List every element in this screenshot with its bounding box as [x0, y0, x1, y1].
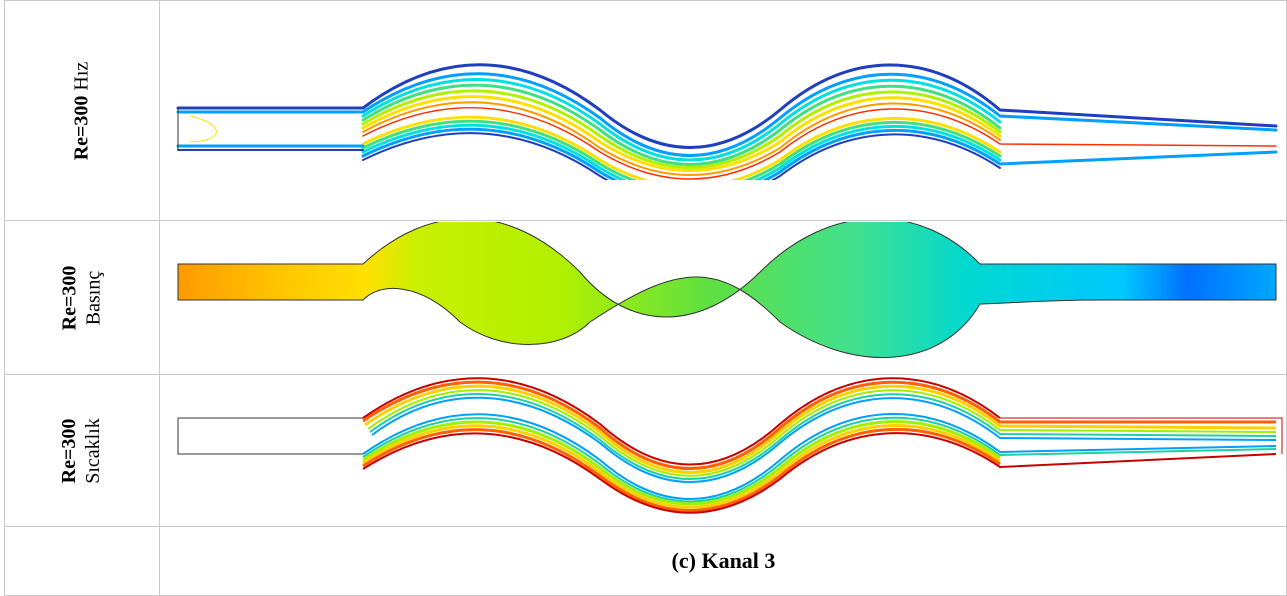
re-label: Re=300 — [69, 95, 92, 160]
velocity-contour-line — [361, 119, 1002, 180]
velocity-contour-line — [361, 115, 1002, 180]
re-label: Re=300 — [57, 418, 80, 483]
temperature-contour-line — [371, 396, 1277, 483]
temperature-contour-line — [362, 412, 1277, 500]
pressure-contour-plot — [177, 222, 1277, 358]
field-label: Sıcaklık — [81, 417, 104, 484]
velocity-contour-line — [361, 89, 1002, 169]
velocity-contour-line — [361, 77, 1002, 162]
velocity-contour-line — [361, 83, 1002, 166]
velocity-contour-line — [176, 127, 1278, 180]
temperature-contour-line — [364, 384, 1277, 474]
temperature-contour-line — [367, 389, 1277, 477]
figure-caption: (c) Kanal 3 — [160, 527, 1287, 595]
field-label: Hız — [69, 61, 92, 91]
temperature-contour-line — [362, 424, 1001, 509]
temperature-contour-plot — [177, 377, 1283, 514]
pressure-field-channel — [177, 222, 1277, 358]
inlet-contour — [189, 115, 217, 143]
velocity-contour-line — [361, 123, 1002, 180]
table-border-left — [4, 0, 5, 596]
velocity-contour-line — [176, 72, 1278, 157]
row-divider — [4, 220, 1287, 221]
channel-outline — [177, 417, 363, 455]
temperature-contour-line — [362, 432, 1277, 514]
velocity-contour-plot — [176, 63, 1278, 180]
temperature-contour-line — [362, 377, 1001, 466]
row-label-pressure: Re=300 Basınç — [4, 221, 158, 374]
row-divider — [4, 526, 1287, 527]
channel-outline — [1000, 417, 1283, 454]
velocity-contour-line — [361, 95, 1002, 172]
field-label: Basınç — [82, 270, 104, 325]
table-border-top — [4, 0, 1287, 1]
row-label-temperature: Re=300 Sıcaklık — [4, 375, 158, 526]
velocity-contour-line — [362, 107, 1277, 180]
velocity-contour-line — [362, 101, 1001, 176]
temperature-contour-line — [362, 380, 1276, 470]
re-label: Re=300 — [58, 265, 80, 330]
temperature-contour-line — [362, 420, 1001, 506]
velocity-contour-line — [177, 132, 1001, 180]
row-divider — [4, 374, 1287, 375]
row-label-velocity: Re=300 Hız — [4, 1, 158, 220]
caption-text: (c) Kanal 3 — [671, 548, 776, 573]
temperature-contour-line — [362, 416, 1277, 503]
temperature-contour-line — [362, 427, 1001, 512]
temperature-contour-line — [369, 392, 1277, 480]
velocity-contour-line — [176, 63, 1278, 149]
column-divider — [159, 0, 160, 596]
